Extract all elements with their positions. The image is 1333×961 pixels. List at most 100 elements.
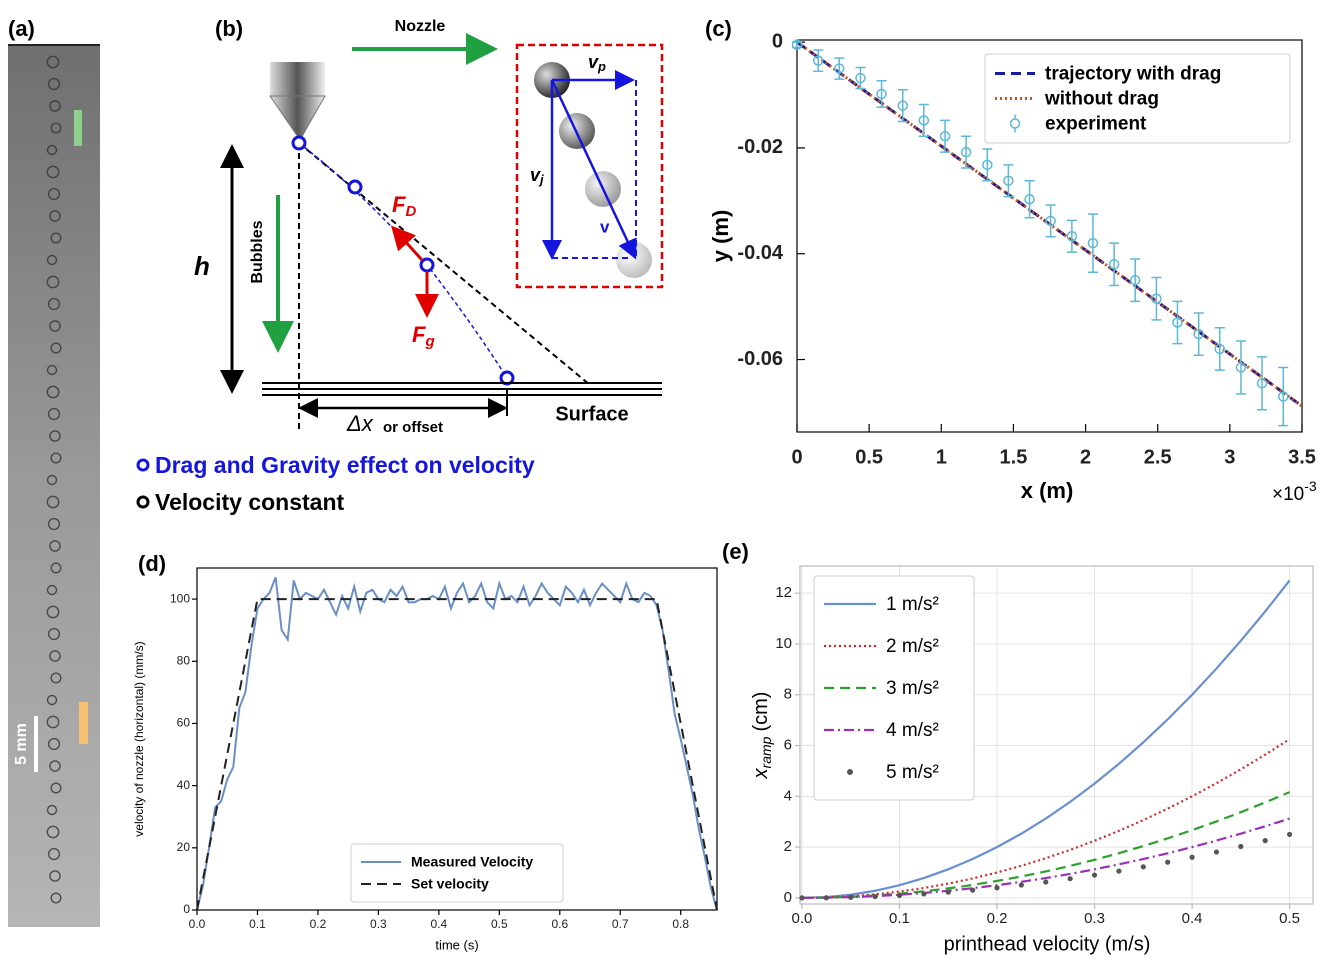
x-tick-label: 1 [936, 446, 947, 468]
x-tick-label: 0.1 [249, 917, 266, 931]
legend-label: Velocity constant [155, 489, 345, 515]
legend-marker [136, 495, 150, 509]
data-point [1189, 854, 1195, 860]
panel-label: (d) [138, 551, 166, 576]
x-tick-label: 0.0 [792, 910, 813, 927]
legend-swatch [847, 769, 853, 775]
panel-label: (b) [215, 16, 243, 41]
bubble [50, 892, 62, 904]
v-label: v [600, 217, 610, 236]
error-bar [1235, 340, 1246, 395]
nozzle-label: Nozzle [395, 18, 446, 35]
x-multiplier: ×10-3 [1272, 478, 1317, 505]
data-point [1151, 293, 1162, 304]
x-tick-label: 0.0 [189, 917, 206, 931]
error-bar [1257, 356, 1268, 411]
bubble-marker [419, 257, 435, 273]
x-tick-label: 3.5 [1288, 446, 1316, 468]
error-bar [961, 135, 972, 169]
data-point [1172, 317, 1183, 328]
error-bar [1214, 327, 1225, 371]
x-tick-label: 0.5 [491, 917, 508, 931]
bubble [49, 760, 61, 772]
bubble [47, 847, 61, 861]
bubble [50, 122, 62, 134]
vp-label: vp [588, 52, 606, 75]
data-point [1091, 872, 1098, 878]
x-tick-label: 0.6 [551, 917, 568, 931]
data-point [896, 892, 903, 898]
y-tick-label: 80 [177, 653, 191, 667]
legend-box [984, 53, 1291, 144]
error-bar [1278, 366, 1289, 427]
data-point [1045, 215, 1056, 227]
bubble [47, 187, 61, 201]
data-point [812, 55, 824, 66]
error-bar [834, 57, 845, 80]
bubble [49, 650, 61, 662]
bubble [46, 144, 58, 156]
bubble [50, 232, 62, 244]
data-point [994, 885, 1000, 891]
series-line [801, 817, 1290, 900]
y-tick-label: -0.04 [737, 242, 783, 264]
series-line [801, 579, 1291, 900]
velocity-inset [515, 43, 664, 289]
error-bar [813, 49, 824, 72]
y-tick-label: 2 [784, 838, 792, 855]
offset-note: or offset [383, 419, 443, 436]
bubble [49, 430, 61, 442]
legend-label: without drag [1044, 89, 1159, 110]
data-point [897, 100, 909, 111]
bubble [46, 825, 60, 839]
error-bar [897, 88, 908, 123]
data-point [1066, 231, 1078, 242]
bubble [46, 55, 60, 69]
marker-green [74, 110, 82, 146]
bubbles-label: Bubbles [249, 220, 266, 283]
bubble [46, 804, 58, 816]
multiplier-exponent: -3 [1304, 478, 1317, 494]
legend-label: Measured Velocity [411, 854, 533, 870]
vj-label: vj [530, 165, 544, 188]
error-bar [1193, 312, 1204, 357]
legend-swatch [1009, 118, 1021, 129]
x-tick-label: 0.2 [310, 917, 327, 931]
y-axis-label: xramp (cm) [750, 692, 773, 780]
nozzle-body [270, 62, 325, 96]
x-tick-label: 1.5 [1000, 446, 1028, 468]
x-tick-label: 0 [791, 446, 802, 468]
bubble [46, 605, 60, 619]
data-point [1129, 274, 1141, 286]
legend-box [350, 843, 564, 903]
y-tick-label: 4 [784, 787, 792, 804]
sphere [616, 242, 652, 278]
series-line [196, 598, 718, 911]
v-arrow [550, 79, 637, 260]
data-point [970, 887, 976, 893]
bubble [46, 495, 60, 509]
h-label: h [194, 251, 210, 281]
bubble [50, 452, 62, 464]
x-axis-label: time (s) [435, 937, 478, 952]
y-tick-label: 6 [784, 737, 792, 754]
y-tick-label: 0 [183, 902, 190, 916]
bubble [46, 584, 58, 596]
x-tick-label: 0.3 [1084, 910, 1105, 927]
bubble [50, 672, 62, 684]
x-tick-label: 0.8 [672, 917, 689, 931]
data-point [921, 891, 927, 897]
x-tick-label: 0.5 [855, 446, 883, 468]
bubble [49, 210, 61, 222]
error-bar [1130, 258, 1141, 303]
panel-label: (e) [722, 539, 749, 564]
surface-label: Surface [555, 403, 628, 425]
legend-label: Set velocity [411, 876, 489, 892]
x-tick-label: 2 [1080, 446, 1091, 468]
data-point [1116, 868, 1122, 874]
data-point [823, 895, 829, 901]
y-axis-label: velocity of nozzle (horizontal) (mm/s) [132, 641, 146, 836]
data-point [1108, 259, 1120, 270]
bubble-column [46, 55, 62, 904]
legend-label: 3 m/s² [886, 678, 939, 699]
